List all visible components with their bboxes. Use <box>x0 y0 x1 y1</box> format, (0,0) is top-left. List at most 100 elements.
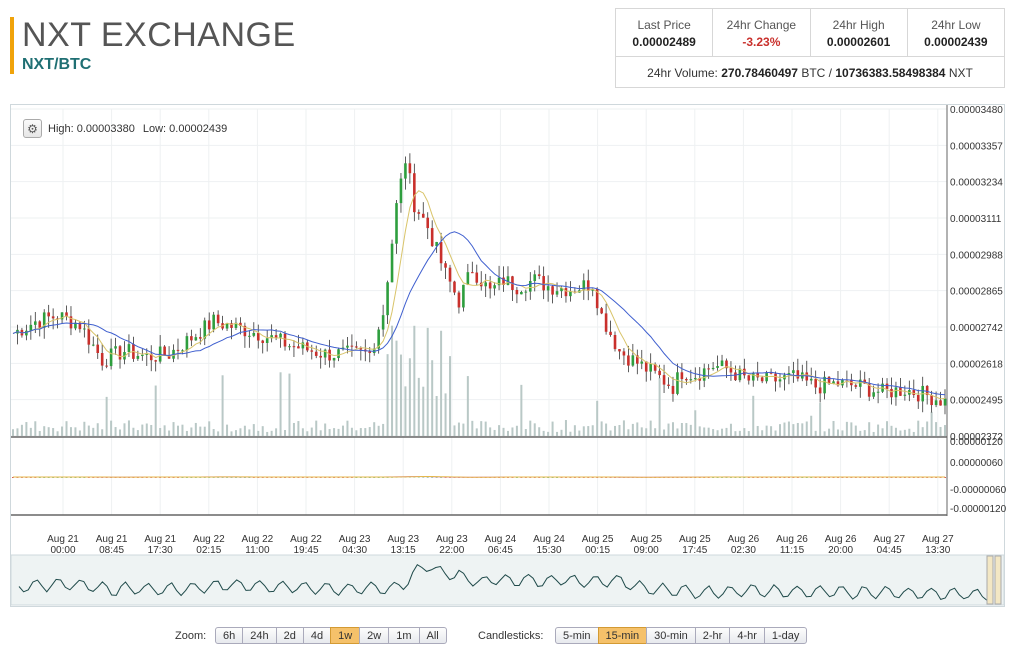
volume-bar <box>172 422 175 436</box>
price-tick-label: 0.00003480 <box>950 105 1003 116</box>
volume-bar <box>707 427 710 436</box>
candle-down <box>297 346 300 349</box>
volume-nxt: 10736383.58498384 <box>835 66 946 80</box>
candle-up <box>74 322 77 329</box>
volume-bar <box>38 430 41 436</box>
volume-bar <box>56 431 59 436</box>
volume-bar <box>306 431 309 436</box>
volume-bar <box>591 425 594 436</box>
candle-up <box>528 280 532 292</box>
price-tick-label: 0.00002742 <box>950 323 1003 334</box>
volume-bar <box>47 427 50 436</box>
volume-bar <box>105 396 108 436</box>
volume-bar <box>319 430 322 436</box>
volume-bar <box>587 426 590 436</box>
volume-bar <box>417 377 420 436</box>
volume-bar <box>96 423 99 436</box>
volume-bar <box>609 430 612 436</box>
stat-value: 0.00002439 <box>924 35 988 49</box>
volume-bar <box>725 427 728 436</box>
volume-bar <box>83 421 86 436</box>
volume-bar <box>159 427 162 436</box>
volume-bar <box>408 358 411 436</box>
candle-down <box>207 320 211 330</box>
candle-up <box>279 333 282 338</box>
volume-bar <box>859 430 862 436</box>
volume-bar <box>355 430 358 436</box>
navigator-handle <box>986 555 994 605</box>
volume-bar <box>721 428 724 436</box>
candle-1day-button[interactable]: 1-day <box>763 627 808 644</box>
volume-bar <box>315 420 318 436</box>
candle-down <box>644 361 648 372</box>
zoom-1m-button[interactable]: 1m <box>388 627 420 644</box>
candle-up <box>569 291 572 297</box>
time-tick-date: Aug 26 <box>776 534 808 545</box>
candle-down <box>502 277 505 285</box>
volume-bar <box>872 431 875 436</box>
candle-down <box>475 272 479 283</box>
volume-bar <box>25 422 28 436</box>
price-chart[interactable]: 0.00003480 0.00003357 0.00003234 0.00003111… <box>10 104 1006 608</box>
zoom-1w-button[interactable]: 1w <box>330 627 361 644</box>
candle-down <box>814 378 817 388</box>
volume-bar <box>614 425 617 436</box>
volume-bar <box>578 430 581 436</box>
candle-2hr-button[interactable]: 2-hr <box>694 627 731 644</box>
candle-up <box>83 328 86 330</box>
zoom-2d-button[interactable]: 2d <box>275 627 304 644</box>
time-tick-date: Aug 27 <box>873 534 905 545</box>
volume-bar <box>747 431 750 436</box>
volume-bar <box>181 424 184 436</box>
gear-icon[interactable]: ⚙ <box>23 119 42 138</box>
candle-up <box>858 379 862 387</box>
volume-bar <box>426 327 429 436</box>
time-tick-time: 08:45 <box>99 545 124 556</box>
volume-bar <box>440 330 443 436</box>
volume-bar <box>600 421 603 436</box>
candle-up <box>181 350 184 352</box>
candle-up <box>136 355 140 359</box>
volume-bar <box>796 422 799 436</box>
time-tick-time: 20:00 <box>828 545 853 556</box>
candle-down <box>417 212 421 214</box>
zoom-4d-button[interactable]: 4d <box>302 627 332 644</box>
time-tick-time: 04:30 <box>342 545 367 556</box>
candle-4hr-button[interactable]: 4-hr <box>729 627 765 644</box>
stat-24hr-low: 24hr Low 0.00002439 <box>908 9 1004 56</box>
candle-up <box>872 392 875 397</box>
zoom-24h-button[interactable]: 24h <box>242 627 277 644</box>
zoom-2w-button[interactable]: 2w <box>359 627 390 644</box>
zoom-6h-button[interactable]: 6h <box>215 627 244 644</box>
candle-up <box>248 335 251 337</box>
candle-up <box>778 379 782 382</box>
candle-down <box>314 351 318 356</box>
candle-15min-button[interactable]: 15-min <box>597 627 648 644</box>
candle-up <box>943 398 947 406</box>
candle-5min-button[interactable]: 5-min <box>555 627 599 644</box>
candle-down <box>729 368 733 373</box>
volume-bar <box>524 429 527 436</box>
volume-bar <box>252 424 255 436</box>
candle-down <box>430 228 434 247</box>
candle-30min-button[interactable]: 30-min <box>646 627 696 644</box>
candle-up <box>395 203 398 244</box>
volume-btc-unit: BTC / <box>801 66 832 80</box>
candle-down <box>239 322 242 326</box>
candle-down <box>636 355 639 364</box>
candle-down <box>836 381 840 386</box>
time-tick-date: Aug 22 <box>290 534 322 545</box>
candle-up <box>702 368 706 381</box>
chart-canvas[interactable]: 0.00003480 0.00003357 0.00003234 0.00003111… <box>11 105 1006 608</box>
volume-bar <box>729 423 732 436</box>
volume-bar <box>828 428 831 436</box>
volume-bar <box>761 430 764 436</box>
volume-bar <box>783 422 786 436</box>
candle-up <box>332 358 336 361</box>
volume-bar <box>431 360 434 436</box>
zoom-all-button[interactable]: All <box>418 627 447 644</box>
candle-up <box>524 291 528 293</box>
candle-up <box>29 324 33 331</box>
candle-down <box>734 372 737 381</box>
time-tick-date: Aug 23 <box>436 534 468 545</box>
